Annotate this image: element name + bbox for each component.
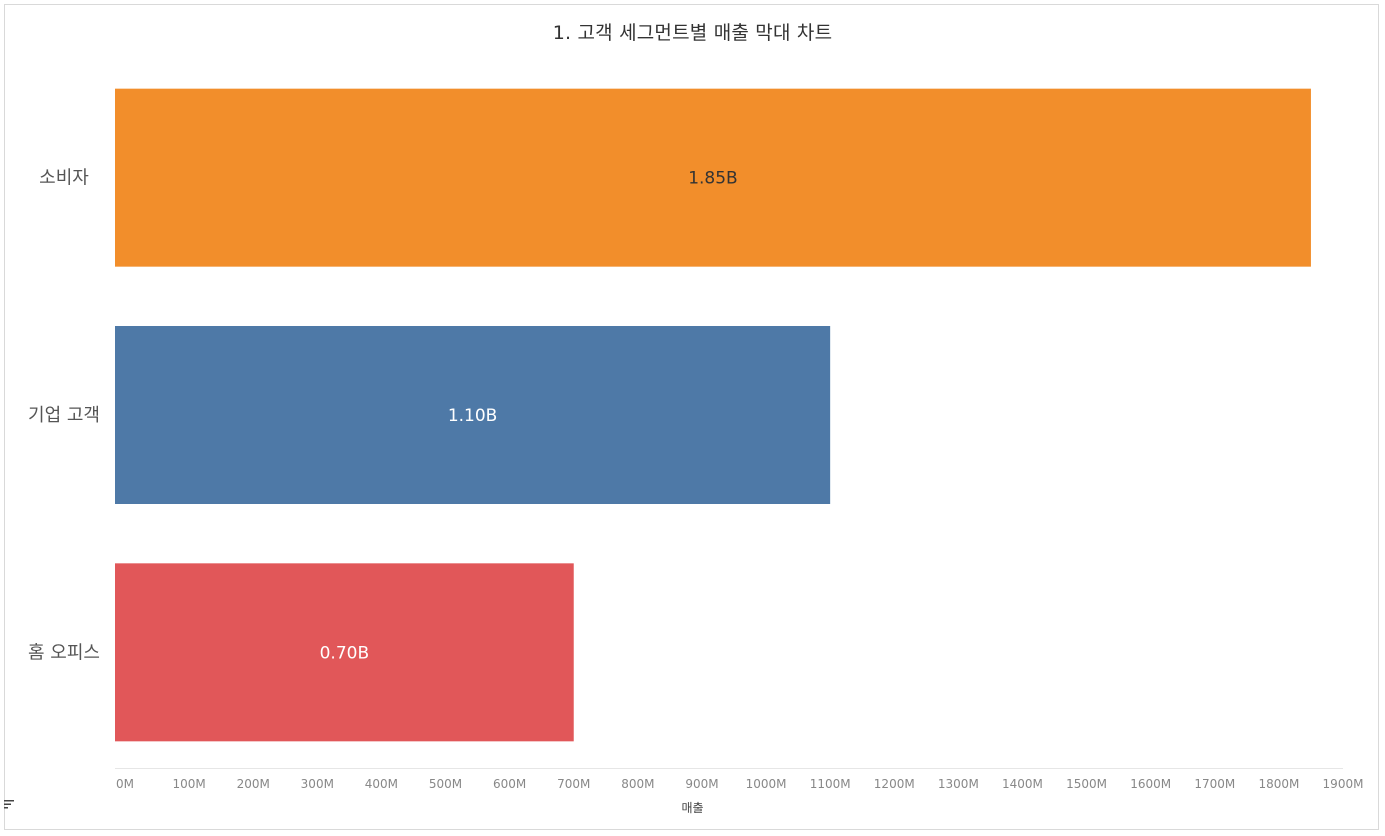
chart-title: 1. 고객 세그먼트별 매출 막대 차트 (552, 22, 833, 44)
x-tick-label: 1800M (1258, 777, 1299, 791)
x-tick-label: 900M (685, 777, 718, 791)
x-axis-title-label: 매출 (681, 801, 704, 815)
x-tick-label: 0M (116, 777, 134, 791)
bar-3[interactable] (115, 563, 574, 742)
x-tick-label: 400M (365, 777, 398, 791)
x-tick-label: 1300M (938, 777, 979, 791)
x-tick-label: 100M (172, 777, 205, 791)
bar-1[interactable] (115, 88, 1311, 267)
x-tick-label: 1000M (746, 777, 787, 791)
bar-data-label: 1.10B (448, 406, 498, 426)
x-tick-label: 800M (621, 777, 654, 791)
bar-data-label: 1.85B (688, 169, 738, 189)
category-label: 기업 고객 (28, 405, 100, 426)
bar-2[interactable] (115, 326, 831, 504)
x-tick-label: 300M (301, 777, 334, 791)
category-label: 홈 오피스 (28, 642, 100, 663)
x-tick-label: 500M (429, 777, 462, 791)
x-axis: 0M 100M 200M 300M 400M 500M 600M 700M 800M 900M 10… (115, 768, 1364, 791)
category-label: 소비자 (39, 168, 89, 189)
x-axis-title[interactable]: 매출 (0, 799, 1385, 816)
x-tick-label: 1500M (1066, 777, 1107, 791)
x-tick-label: 200M (237, 777, 270, 791)
x-tick-label: 1900M (1323, 777, 1364, 791)
bar-data-label: 0.70B (320, 643, 370, 663)
x-tick-label: 1400M (1002, 777, 1043, 791)
x-tick-label: 600M (493, 777, 526, 791)
x-tick-label: 700M (557, 777, 590, 791)
x-tick-label: 1600M (1130, 777, 1171, 791)
sort-descending-icon[interactable] (4, 799, 15, 809)
x-tick-label: 1200M (874, 777, 915, 791)
bars-layer: 1.85B 1.10B 0.70B (115, 88, 1311, 742)
x-tick-label: 1700M (1194, 777, 1235, 791)
x-tick-label: 1100M (810, 777, 851, 791)
